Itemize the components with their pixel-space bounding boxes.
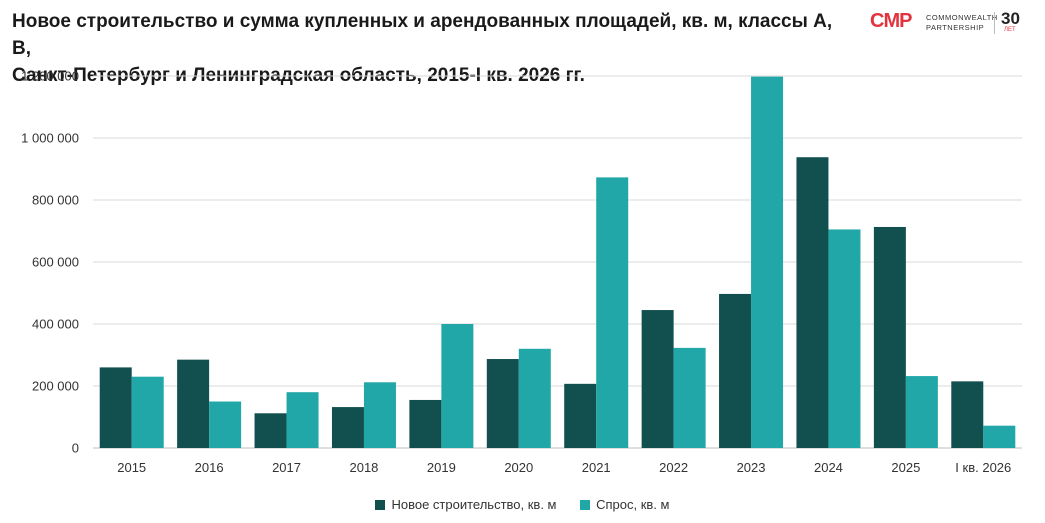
logo-anniversary: 30 — [1001, 9, 1020, 28]
bar-new-construction — [641, 310, 674, 448]
legend-item-demand: Спрос, кв. м — [580, 497, 670, 512]
x-tick-label: 2015 — [117, 460, 146, 475]
legend: Новое строительство, кв. м Спрос, кв. м — [0, 497, 1045, 513]
x-tick-label: 2025 — [891, 460, 920, 475]
bar-new-construction — [564, 383, 597, 448]
logo-name-line1: COMMONWEALTH — [926, 13, 998, 22]
x-axis-tick-labels: 2015 2016 2017 2018 2019 2020 2021 2022 2023 2024… — [117, 460, 1011, 475]
bar-new-construction — [719, 293, 752, 448]
x-tick-label: 2017 — [272, 460, 301, 475]
x-tick-label: 2024 — [814, 460, 843, 475]
bar-demand — [673, 347, 706, 448]
bar-new-construction — [486, 359, 519, 448]
bar-new-construction — [796, 157, 829, 448]
bar-demand — [518, 348, 551, 448]
logo-name-line2: PARTNERSHIP — [926, 23, 985, 32]
grid-lines — [93, 75, 1022, 449]
bar-new-construction — [99, 367, 132, 448]
y-tick-label: 200 000 — [32, 379, 79, 394]
legend-swatch-new-construction — [375, 499, 386, 510]
y-tick-label: 1 200 000 — [21, 69, 79, 84]
logo-anniversary-unit: ЛЕТ — [1004, 27, 1016, 33]
y-tick-label: 400 000 — [32, 317, 79, 332]
y-tick-label: 0 — [72, 441, 79, 456]
bar-demand — [441, 324, 474, 448]
x-tick-label: 2019 — [427, 460, 456, 475]
bar-demand — [905, 376, 938, 448]
bar-new-construction — [873, 226, 906, 448]
logo-mark: CMP — [870, 10, 912, 32]
bar-demand — [596, 177, 629, 448]
bars — [99, 76, 1016, 449]
bar-demand — [751, 76, 784, 449]
bar-new-construction — [177, 359, 210, 448]
logo-name: COMMONWEALTH PARTNERSHIP — [926, 13, 998, 33]
x-tick-label: 2018 — [349, 460, 378, 475]
bar-new-construction — [331, 407, 364, 448]
x-tick-label: 2020 — [504, 460, 533, 475]
y-tick-label: 800 000 — [32, 193, 79, 208]
y-axis-tick-labels: 0 200 000 400 000 600 000 800 000 1 000 000 1 … — [21, 69, 79, 456]
bar-demand — [828, 229, 861, 448]
bar-demand — [286, 392, 319, 448]
x-tick-label: 2016 — [195, 460, 224, 475]
bar-demand — [209, 401, 242, 448]
bar-demand — [983, 425, 1016, 448]
logo-separator — [994, 12, 995, 34]
x-tick-label: 2022 — [659, 460, 688, 475]
bar-new-construction — [409, 399, 442, 448]
legend-swatch-demand — [580, 499, 591, 510]
company-logo: CMP COMMONWEALTH PARTNERSHIP 30 ЛЕТ — [870, 10, 1030, 38]
bar-new-construction — [254, 413, 287, 448]
y-tick-label: 1 000 000 — [21, 131, 79, 146]
legend-label-new-construction: Новое строительство, кв. м — [391, 497, 557, 512]
x-tick-label: 2021 — [582, 460, 611, 475]
bar-demand — [363, 382, 396, 448]
x-tick-label: 2023 — [737, 460, 766, 475]
y-tick-label: 600 000 — [32, 255, 79, 270]
x-tick-label: I кв. 2026 — [955, 460, 1011, 475]
legend-label-demand: Спрос, кв. м — [596, 497, 670, 512]
legend-item-new-construction: Новое строительство, кв. м — [375, 497, 557, 512]
chart-title-line1: Новое строительство и сумма купленных и … — [12, 11, 833, 59]
bar-new-construction — [951, 381, 984, 448]
bar-demand — [131, 376, 164, 448]
